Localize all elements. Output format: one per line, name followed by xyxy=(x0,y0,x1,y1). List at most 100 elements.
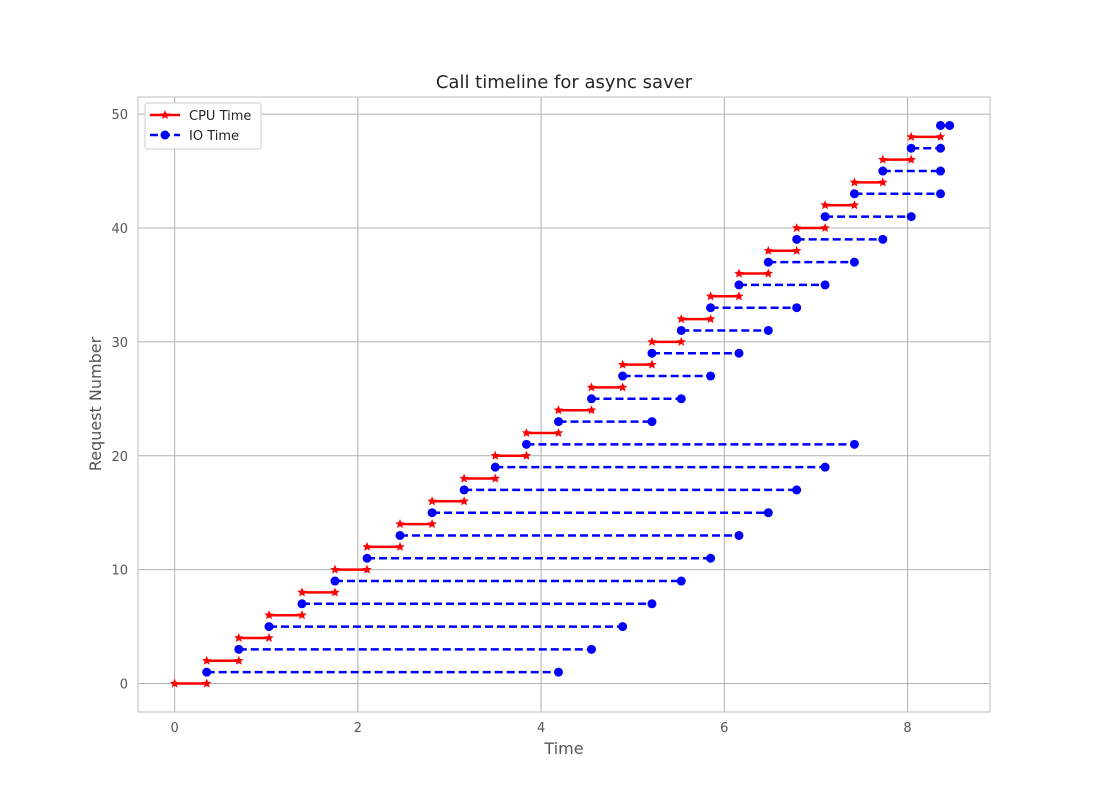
data-point-circle xyxy=(792,234,802,244)
data-point-star xyxy=(427,519,437,529)
data-point-circle xyxy=(554,417,564,427)
data-point-circle xyxy=(647,348,657,358)
data-point-circle xyxy=(820,212,830,222)
data-point-star xyxy=(705,314,716,324)
legend-io-label: IO Time xyxy=(189,129,239,144)
data-point-star xyxy=(617,382,628,392)
data-point-star xyxy=(362,564,372,574)
data-point-star xyxy=(169,678,180,688)
x-tick-label: 8 xyxy=(903,721,911,736)
data-point-star xyxy=(849,177,860,187)
data-point-star xyxy=(521,450,532,460)
data-point-star xyxy=(586,405,597,415)
data-point-circle xyxy=(734,280,744,290)
data-point-star xyxy=(763,268,774,278)
series-layer xyxy=(169,120,955,688)
data-point-circle xyxy=(264,622,274,632)
data-point-star xyxy=(820,200,830,210)
data-point-circle xyxy=(330,576,340,586)
plot-background xyxy=(138,97,990,712)
y-axis-label: Request Number xyxy=(86,336,105,471)
data-point-star xyxy=(264,632,274,643)
data-point-circle xyxy=(849,189,859,199)
data-point-circle xyxy=(734,530,744,540)
data-point-circle xyxy=(618,371,628,381)
data-point-star xyxy=(330,587,340,597)
data-point-star xyxy=(647,336,657,346)
y-tick-label: 50 xyxy=(111,108,128,123)
data-point-circle xyxy=(395,530,405,540)
x-tick-label: 2 xyxy=(354,721,362,736)
data-point-star xyxy=(490,450,501,460)
data-point-circle xyxy=(936,143,946,153)
data-point-circle xyxy=(945,120,955,130)
data-point-star xyxy=(676,314,687,324)
data-point-circle xyxy=(936,120,946,130)
data-point-star xyxy=(820,222,830,233)
data-point-star xyxy=(878,177,888,187)
y-tick-label: 30 xyxy=(111,336,128,351)
data-point-circle xyxy=(647,417,657,427)
data-point-star xyxy=(586,382,597,392)
data-point-circle xyxy=(676,394,686,404)
data-point-star xyxy=(553,427,564,438)
data-point-star xyxy=(264,610,274,620)
data-point-star xyxy=(395,519,405,529)
data-point-circle xyxy=(427,508,437,518)
data-point-star xyxy=(935,131,946,141)
data-point-star xyxy=(906,131,916,141)
legend-cpu-label: CPU Time xyxy=(189,109,251,124)
data-point-circle xyxy=(706,371,716,381)
plot-frame xyxy=(137,96,991,713)
data-point-circle xyxy=(586,394,596,404)
data-point-circle xyxy=(906,143,916,153)
data-point-circle xyxy=(734,348,744,358)
data-point-star xyxy=(521,427,532,438)
data-point-star xyxy=(459,496,469,506)
data-point-circle xyxy=(706,553,716,563)
grid xyxy=(138,97,990,712)
data-point-star xyxy=(878,154,888,164)
x-tick-label: 4 xyxy=(537,721,545,736)
data-point-circle xyxy=(706,303,716,313)
data-point-star xyxy=(427,496,437,506)
legend: CPU Time IO Time xyxy=(144,102,262,150)
data-point-star xyxy=(849,200,860,210)
data-point-circle xyxy=(820,280,830,290)
data-point-star xyxy=(297,610,307,620)
y-tick-label: 40 xyxy=(111,222,128,237)
data-point-star xyxy=(763,245,774,255)
data-point-circle xyxy=(820,462,830,472)
data-point-star xyxy=(297,587,307,597)
data-point-circle xyxy=(459,485,469,495)
data-point-star xyxy=(234,632,244,643)
data-point-circle xyxy=(490,462,500,472)
data-point-star xyxy=(617,359,628,369)
data-point-star xyxy=(676,336,687,346)
data-point-star xyxy=(395,541,405,551)
data-point-circle xyxy=(586,644,596,654)
data-point-star xyxy=(234,655,244,665)
data-point-circle xyxy=(297,599,307,609)
data-point-circle xyxy=(554,667,564,677)
data-point-star xyxy=(734,268,744,278)
data-point-star xyxy=(734,291,744,301)
data-point-star xyxy=(906,154,916,164)
x-tick-label: 6 xyxy=(720,721,728,736)
x-tick-label: 0 xyxy=(171,721,179,736)
data-point-star xyxy=(647,359,657,369)
data-point-circle xyxy=(936,166,946,176)
data-point-circle xyxy=(792,303,802,313)
series-io-time xyxy=(202,120,955,677)
data-point-circle xyxy=(763,508,773,518)
data-point-star xyxy=(490,473,501,483)
data-point-circle xyxy=(676,576,686,586)
data-point-circle xyxy=(792,485,802,495)
data-point-circle xyxy=(521,439,531,449)
x-axis-label: Time xyxy=(543,739,583,758)
data-point-circle xyxy=(763,325,773,335)
legend-io-circle-icon xyxy=(160,130,170,140)
data-point-circle xyxy=(618,622,628,632)
data-point-star xyxy=(201,678,212,688)
legend-cpu-star-icon xyxy=(160,110,170,120)
